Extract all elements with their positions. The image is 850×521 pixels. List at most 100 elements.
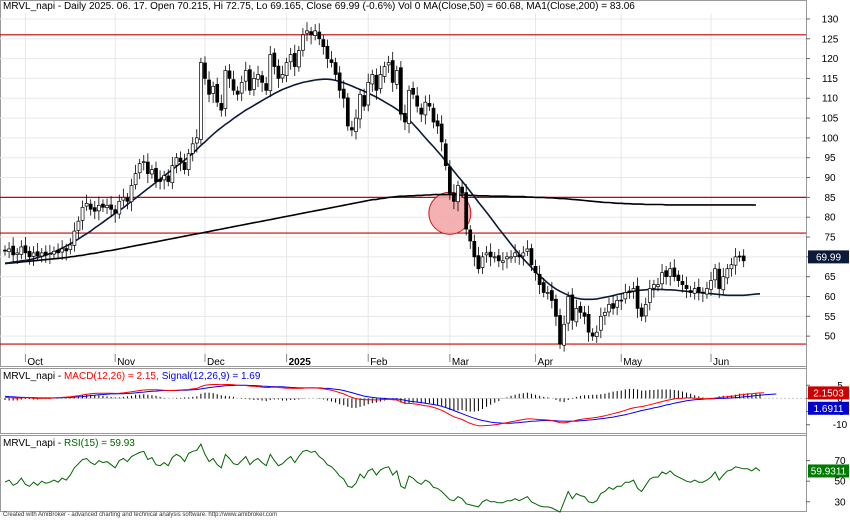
candle-body	[341, 88, 346, 99]
price-tick-label: 60	[824, 292, 836, 303]
macd-value-tag: 2.1503	[808, 386, 849, 400]
candle-body	[64, 248, 69, 252]
candle-body	[31, 252, 36, 257]
candle-body	[190, 143, 195, 154]
candle-body	[741, 255, 746, 262]
candle-body	[333, 62, 338, 75]
rsi-value-tag-bg	[808, 464, 849, 478]
candle-body	[717, 268, 722, 289]
macd-tick-label: 0	[837, 394, 843, 405]
candle-body	[378, 74, 383, 90]
candle-body	[19, 246, 24, 255]
candle-body	[358, 93, 362, 120]
candle-body	[525, 248, 530, 252]
candle-body	[737, 255, 742, 258]
candle-body	[562, 323, 566, 346]
candle-body	[264, 83, 269, 91]
candle-body	[439, 123, 444, 143]
candle-body	[419, 107, 424, 115]
candle-body	[284, 62, 289, 76]
candle-body	[529, 248, 534, 266]
candle-body	[301, 34, 305, 51]
candle-body	[7, 248, 11, 253]
candle-body	[113, 209, 118, 214]
candle-body	[366, 82, 371, 106]
candle-body	[43, 251, 48, 256]
rsi-tick-label: 50	[834, 477, 846, 488]
candle-body	[260, 75, 264, 83]
candle-body	[713, 268, 717, 281]
candle-body	[431, 107, 436, 123]
candle-body	[370, 74, 375, 85]
candle-body	[517, 254, 522, 258]
candle-body	[374, 74, 379, 91]
candle-body	[154, 168, 158, 182]
ma50-line	[4, 78, 761, 301]
candle-body	[231, 79, 236, 91]
candle-body	[223, 70, 228, 109]
candle-body	[643, 304, 648, 317]
candle-body	[76, 220, 81, 231]
candle-body	[88, 203, 93, 210]
time-tick-label: Feb	[370, 357, 388, 368]
footer-credit: Created with AmiBroker - advanced charti…	[3, 512, 278, 518]
candle-body	[611, 303, 615, 309]
candle-body	[243, 70, 248, 82]
price-tick-label: 80	[824, 213, 836, 224]
candle-body	[598, 315, 603, 331]
candle-body	[533, 266, 538, 274]
candle-body	[215, 84, 220, 103]
candle-body	[545, 292, 550, 294]
candle-body	[386, 62, 391, 66]
candle-body	[39, 252, 44, 257]
price-tick-label: 55	[824, 312, 836, 323]
candle-body	[170, 165, 175, 184]
candle-body	[488, 251, 493, 258]
candle-body	[27, 250, 32, 258]
candle-body	[362, 95, 366, 107]
candle-body	[248, 69, 252, 91]
rsi-plot	[4, 443, 761, 513]
candle-body	[390, 60, 395, 83]
candle-body	[566, 296, 571, 324]
candle-body	[158, 178, 162, 182]
candle-body	[52, 250, 56, 255]
candle-body	[411, 87, 415, 95]
candle-body	[68, 244, 73, 251]
rsi-tick-label: 70	[834, 456, 846, 467]
price-panel-frame	[0, 0, 807, 367]
candle-body	[3, 249, 7, 252]
candle-body	[607, 304, 611, 313]
macd-prefix: MRVL_napi -	[3, 371, 64, 382]
candle-body	[178, 157, 183, 163]
candle-body	[725, 268, 730, 279]
last-price-tag-text: 69.99	[816, 252, 841, 263]
candle-body	[415, 95, 420, 107]
candle-body	[460, 186, 464, 194]
candle-body	[354, 117, 358, 132]
candle-body	[513, 252, 517, 257]
candle-body	[337, 72, 342, 91]
candle-body	[174, 157, 179, 166]
candle-body	[394, 70, 399, 85]
price-panel-title: MRVL_napi - Daily 2025. 06. 17. Open 70.…	[3, 1, 635, 12]
candle-body	[652, 284, 656, 289]
candle-body	[647, 288, 652, 303]
price-tick-label: 115	[822, 74, 838, 85]
last-price-tag-bg	[808, 250, 849, 264]
ma200-line	[4, 193, 756, 265]
candle-body	[427, 103, 432, 107]
signal-value-tag-bg	[808, 401, 849, 415]
candle-body	[92, 207, 97, 212]
candle-body	[23, 245, 28, 254]
candle-body	[313, 30, 318, 36]
candle-body	[133, 173, 138, 186]
time-tick-label: Nov	[117, 357, 135, 368]
candle-body	[668, 268, 673, 277]
signal-line	[4, 384, 777, 424]
candle-body	[484, 252, 489, 256]
candle-body	[199, 62, 203, 140]
candle-body	[280, 74, 285, 79]
candle-body	[578, 306, 583, 313]
candle-body	[594, 331, 599, 337]
